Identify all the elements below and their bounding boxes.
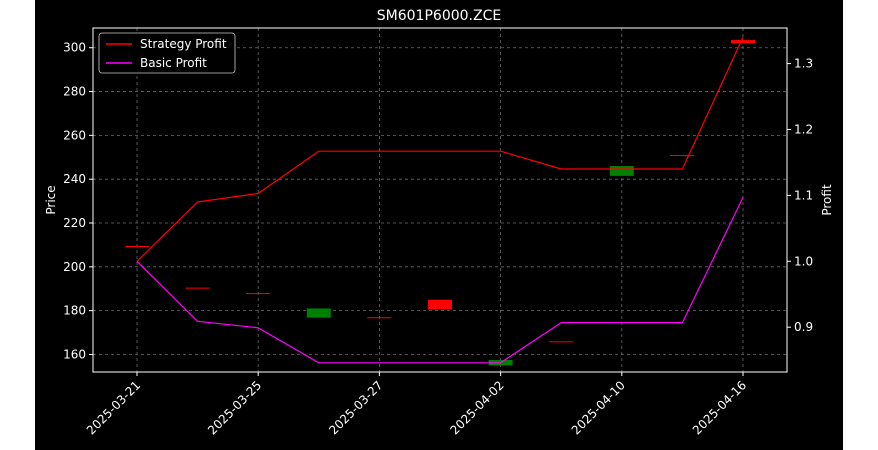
candle bbox=[185, 287, 210, 289]
legend: Strategy Profit Basic Profit bbox=[98, 32, 236, 74]
x-tick-label: 2025-03-21 bbox=[84, 378, 143, 437]
y-right-tick-label: 1.0 bbox=[794, 254, 813, 268]
y-left-tick-label: 200 bbox=[63, 260, 86, 274]
candle bbox=[246, 293, 271, 295]
y-axis-left: 160 180 200 220 240 260 280 300 bbox=[63, 41, 93, 361]
y-right-tick-label: 1.1 bbox=[794, 188, 813, 202]
candle bbox=[125, 246, 149, 248]
plot-frame bbox=[92, 27, 788, 373]
y-axis-right: 0.9 1.0 1.1 1.2 1.3 bbox=[787, 57, 813, 334]
series-line bbox=[136, 197, 744, 364]
candle bbox=[670, 155, 695, 157]
y-left-tick-label: 220 bbox=[63, 216, 86, 230]
y-axis-right-label: Profit bbox=[820, 184, 834, 216]
grid-lines bbox=[93, 28, 787, 372]
y-left-tick-label: 300 bbox=[63, 41, 86, 55]
y-left-tick-label: 260 bbox=[63, 128, 86, 142]
figure-background bbox=[35, 0, 843, 450]
x-tick-label: 2025-03-27 bbox=[326, 378, 385, 437]
series-line bbox=[136, 36, 744, 262]
y-left-tick-label: 280 bbox=[63, 85, 86, 99]
candle bbox=[609, 166, 634, 176]
x-tick-label: 2025-04-02 bbox=[448, 378, 507, 437]
y-axis-left-label: Price bbox=[44, 185, 58, 214]
candle bbox=[367, 317, 392, 319]
x-tick-label: 2025-04-16 bbox=[690, 378, 749, 437]
candle bbox=[306, 308, 331, 318]
candle bbox=[731, 40, 755, 44]
y-left-tick-label: 240 bbox=[63, 172, 86, 186]
y-right-tick-label: 1.2 bbox=[794, 122, 813, 136]
candle bbox=[549, 341, 574, 343]
x-tick-label: 2025-03-25 bbox=[205, 378, 264, 437]
x-axis: 2025-03-21 2025-03-25 2025-03-27 2025-04-02… bbox=[84, 372, 749, 437]
y-left-tick-label: 160 bbox=[63, 347, 86, 361]
candle-markers bbox=[125, 40, 755, 366]
legend-label: Basic Profit bbox=[140, 56, 207, 70]
y-right-tick-label: 0.9 bbox=[794, 320, 813, 334]
x-tick-label: 2025-04-10 bbox=[569, 378, 628, 437]
chart-title: SM601P6000.ZCE bbox=[377, 8, 501, 24]
y-left-tick-label: 180 bbox=[63, 304, 86, 318]
legend-box bbox=[98, 32, 236, 74]
y-right-tick-label: 1.3 bbox=[794, 57, 813, 71]
legend-label: Strategy Profit bbox=[140, 37, 227, 51]
profit-lines bbox=[136, 36, 744, 364]
candle bbox=[428, 299, 452, 310]
